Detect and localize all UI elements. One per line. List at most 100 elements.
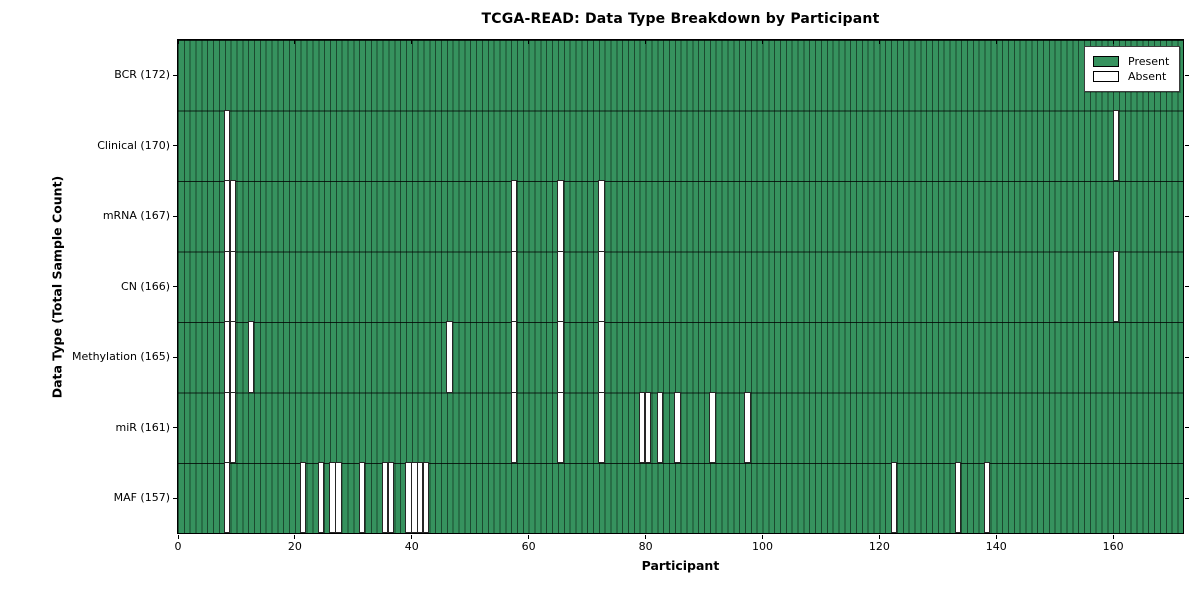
legend-label: Present xyxy=(1128,55,1170,68)
y-tick-label-clinical: Clinical (170) xyxy=(97,138,170,152)
x-tick-top xyxy=(528,40,530,44)
y-tick-right xyxy=(1184,497,1189,499)
absent-cell xyxy=(1112,250,1119,323)
y-tick-label-mir: miR (161) xyxy=(115,420,171,434)
absent-cell xyxy=(405,462,412,534)
legend-entry: Absent xyxy=(1093,70,1169,83)
absent-cell xyxy=(709,391,716,463)
y-tick-right xyxy=(1184,427,1189,429)
y-tick-left xyxy=(172,497,177,499)
y-tick-right xyxy=(1184,286,1189,288)
heatmap-plot xyxy=(176,38,1184,534)
x-tick-label: 160 xyxy=(1102,540,1124,554)
x-tick-label: 120 xyxy=(868,540,890,554)
absent-cell xyxy=(382,462,389,534)
legend-label: Absent xyxy=(1128,70,1167,83)
y-tick-right xyxy=(1184,356,1189,358)
y-tick-left xyxy=(172,356,177,358)
y-tick-left xyxy=(172,145,177,147)
x-tick-bottom xyxy=(528,534,530,539)
absent-cell xyxy=(335,462,342,534)
y-tick-label-methylation: Methylation (165) xyxy=(72,350,170,364)
absent-cell xyxy=(247,321,254,393)
absent-cell xyxy=(598,180,605,252)
x-tick-label: 80 xyxy=(638,540,653,554)
x-tick-label: 60 xyxy=(521,540,536,554)
y-tick-left xyxy=(172,215,177,217)
absent-cell xyxy=(358,462,365,534)
absent-cell xyxy=(674,391,681,463)
absent-cell xyxy=(230,250,237,323)
absent-cell xyxy=(230,391,237,463)
x-tick-bottom xyxy=(995,534,997,539)
y-tick-label-mrna: mRNA (167) xyxy=(102,209,170,223)
legend-entry: Present xyxy=(1093,55,1169,68)
absent-cell xyxy=(656,391,663,463)
x-tick-top xyxy=(411,40,413,44)
x-tick-bottom xyxy=(1112,534,1114,539)
absent-cell xyxy=(300,462,307,534)
chart-title: TCGA-READ: Data Type Breakdown by Partic… xyxy=(481,11,880,27)
y-tick-right xyxy=(1184,215,1189,217)
x-tick-label: 20 xyxy=(287,540,302,554)
absent-cell xyxy=(557,321,564,393)
absent-cell xyxy=(890,462,897,534)
absent-cell xyxy=(639,391,646,463)
absent-cell xyxy=(446,321,453,393)
absent-cell xyxy=(510,321,517,393)
x-tick-top xyxy=(995,40,997,44)
x-tick-label: 40 xyxy=(404,540,419,554)
absent-cell xyxy=(510,180,517,252)
x-tick-bottom xyxy=(411,534,413,539)
absent-cell xyxy=(224,462,231,534)
y-tick-label-cn: CN (166) xyxy=(121,279,170,293)
absent-cell xyxy=(744,391,751,463)
x-tick-label: 100 xyxy=(751,540,773,554)
absent-cell xyxy=(230,180,237,252)
absent-cell xyxy=(557,250,564,323)
absent-cell xyxy=(417,462,424,534)
y-tick-label-maf: MAF (157) xyxy=(113,491,170,505)
absent-cell xyxy=(598,391,605,463)
absent-cell xyxy=(411,462,418,534)
absent-cell xyxy=(317,462,324,534)
x-tick-bottom xyxy=(878,534,880,539)
x-tick-bottom xyxy=(761,534,763,539)
absent-cell xyxy=(422,462,430,534)
x-tick-top xyxy=(645,40,647,44)
y-tick-label-bcr: BCR (172) xyxy=(114,68,170,82)
x-tick-bottom xyxy=(177,534,179,539)
absent-cell xyxy=(557,391,564,463)
absent-cell xyxy=(598,321,605,393)
absent-swatch-icon xyxy=(1093,71,1119,82)
x-tick-top xyxy=(761,40,763,44)
absent-cell xyxy=(510,391,517,463)
present-swatch-icon xyxy=(1093,56,1119,67)
y-tick-left xyxy=(172,286,177,288)
absent-cell xyxy=(1112,109,1119,182)
x-tick-label: 140 xyxy=(985,540,1007,554)
absent-cell xyxy=(598,250,605,323)
absent-cell xyxy=(984,462,991,534)
absent-cell xyxy=(510,250,517,323)
absent-cell xyxy=(230,321,237,393)
x-tick-top xyxy=(1112,40,1114,44)
x-tick-bottom xyxy=(294,534,296,539)
x-axis-label: Participant xyxy=(641,558,720,573)
absent-cell xyxy=(557,180,564,252)
absent-cell xyxy=(224,109,231,182)
y-tick-right xyxy=(1184,145,1189,147)
absent-cell xyxy=(645,391,652,463)
x-tick-bottom xyxy=(645,534,647,539)
absent-cell xyxy=(387,462,395,534)
x-tick-top xyxy=(177,40,179,44)
x-tick-top xyxy=(294,40,296,44)
x-tick-label: 0 xyxy=(174,540,182,554)
legend: Present Absent xyxy=(1084,46,1181,92)
absent-cell xyxy=(954,462,962,534)
absent-cell xyxy=(329,462,336,534)
y-tick-left xyxy=(172,74,177,76)
y-tick-right xyxy=(1184,74,1189,76)
x-tick-top xyxy=(878,40,880,44)
